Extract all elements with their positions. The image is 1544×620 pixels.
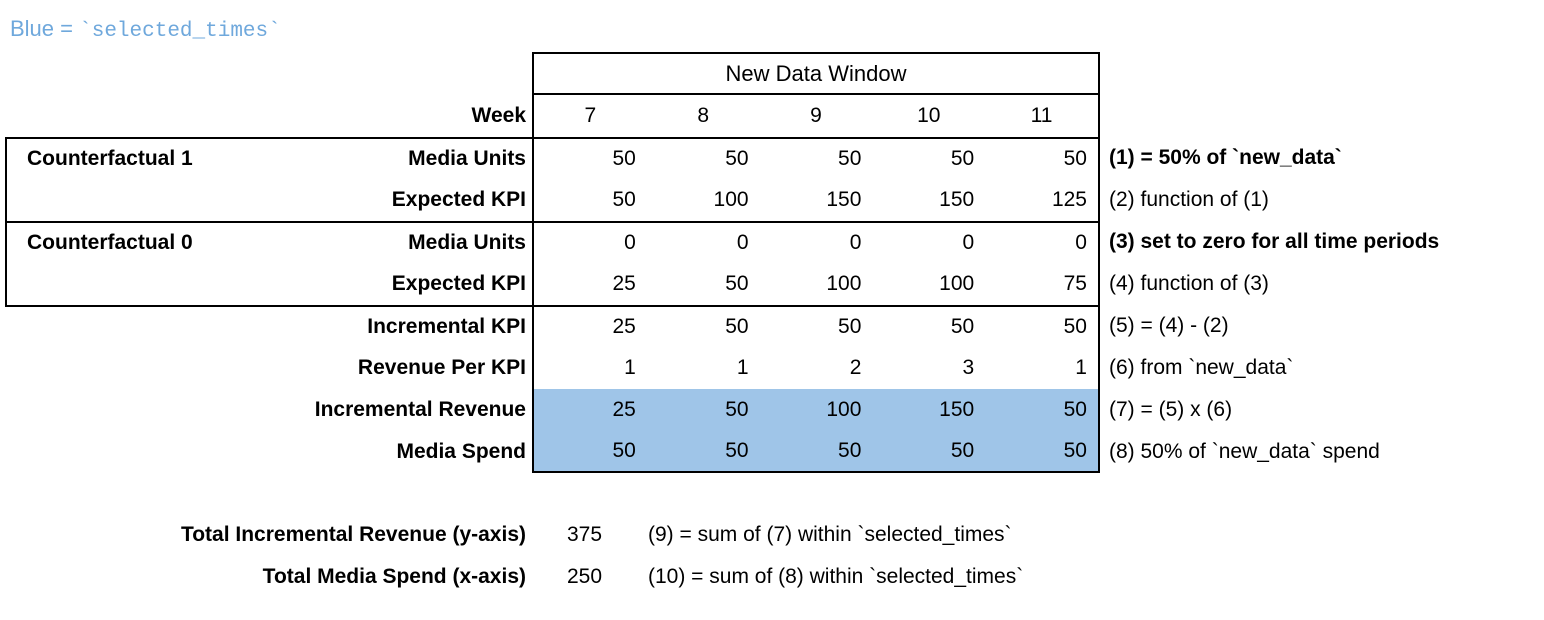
window-header-label: New Data Window (725, 60, 907, 86)
cell-value: 100 (939, 272, 975, 295)
total-media-spend-row: Total Media Spend (x-axis) 250 (10) = su… (5, 556, 1024, 598)
window-header-row: New Data Window (5, 52, 1439, 95)
window-header-cell: New Data Window (532, 52, 1100, 95)
cell-value: 50 (612, 147, 636, 170)
cell-value: 25 (612, 272, 636, 295)
cell-value: 150 (939, 188, 975, 211)
cell-value: 0 (849, 231, 862, 254)
row-annotation: (2) function of (1) (1109, 188, 1269, 211)
row-annotation: (3) set to zero for all time periods (1109, 230, 1440, 253)
cell-value: 100 (713, 188, 749, 211)
cell-value: 0 (736, 231, 749, 254)
window-header-spacer (5, 52, 532, 95)
group-label-counterfactual-1: Counterfactual 1 (27, 147, 193, 170)
week-value: 8 (697, 104, 710, 127)
cell-value: 50 (1063, 147, 1087, 170)
cell-value: 150 (826, 188, 862, 211)
cell-value: 50 (1063, 439, 1087, 462)
row-label: Expected KPI (391, 272, 526, 295)
cell-value: 50 (950, 439, 975, 462)
highlighted-selected-times-cells: 50 50 50 50 50 (532, 431, 1100, 473)
cell-value: 100 (826, 272, 862, 295)
cell-value: 2 (849, 356, 862, 379)
cell-value: 1 (1075, 356, 1087, 379)
row-annotation: (4) function of (3) (1109, 272, 1269, 295)
group-label-counterfactual-0: Counterfactual 0 (27, 231, 193, 254)
week-label: Week (471, 104, 526, 127)
row-annotation: (8) 50% of `new_data` spend (1109, 440, 1380, 463)
row-label: Incremental KPI (367, 315, 526, 338)
cell-value: 50 (725, 439, 749, 462)
week-value: 11 (1030, 104, 1053, 127)
cell-value: 50 (950, 315, 975, 338)
cell-value: 50 (950, 147, 975, 170)
cell-value: 50 (838, 147, 862, 170)
legend-note-prefix: Blue = (10, 16, 80, 41)
totals-section: Total Incremental Revenue (y-axis) 375 (… (5, 514, 1023, 598)
cell-value: 50 (612, 188, 636, 211)
cell-value: 150 (939, 398, 975, 421)
legend-note: Blue = `selected_times` (10, 16, 281, 43)
table-row-incremental-revenue: Incremental Revenue 25 50 100 150 50 (7)… (5, 389, 1439, 431)
total-annotation: (10) = sum of (8) within `selected_times… (648, 565, 1024, 588)
cell-value: 50 (1063, 398, 1087, 421)
cell-value: 50 (1063, 315, 1087, 338)
cell-value: 125 (1051, 188, 1087, 211)
cell-value: 50 (838, 315, 862, 338)
total-value: 375 (567, 523, 603, 546)
table-row-expected-kpi-cf0: Expected KPI 25 50 100 100 75 (4) functi… (5, 263, 1439, 305)
row-label: Incremental Revenue (314, 398, 526, 421)
week-values: 7 8 9 10 11 (532, 95, 1100, 137)
row-label: Media Units (408, 147, 526, 170)
cell-value: 100 (826, 398, 862, 421)
cell-value: 75 (1063, 272, 1087, 295)
counterfactual-table: New Data Window Week 7 8 9 10 11 Counter… (5, 52, 1439, 473)
week-value: 9 (810, 104, 822, 127)
row-annotation: (1) = 50% of `new_data` (1109, 146, 1342, 169)
row-label: Expected KPI (391, 188, 526, 211)
total-incremental-revenue-row: Total Incremental Revenue (y-axis) 375 (… (5, 514, 1023, 556)
cell-value: 0 (962, 231, 975, 254)
cell-value: 50 (725, 398, 749, 421)
row-annotation: (5) = (4) - (2) (1109, 314, 1229, 337)
week-value: 10 (917, 104, 941, 127)
table-row-revenue-per-kpi: Revenue Per KPI 1 1 2 3 1 (6) from `new_… (5, 347, 1439, 389)
week-value: 7 (584, 104, 597, 127)
highlighted-selected-times-cells: 25 50 100 150 50 (532, 389, 1100, 431)
table-row-incremental-kpi: Incremental KPI 25 50 50 50 50 (5) = (4)… (5, 305, 1439, 347)
cell-value: 25 (612, 398, 636, 421)
cell-value: 50 (838, 439, 862, 462)
week-label-cell: Week (5, 95, 532, 137)
table-row-media-units-cf1: Counterfactual 1 Media Units 50 50 50 50… (5, 137, 1439, 179)
cell-value: 0 (1075, 231, 1087, 254)
total-label: Total Incremental Revenue (y-axis) (180, 523, 526, 546)
cell-value: 50 (612, 439, 636, 462)
total-label: Total Media Spend (x-axis) (262, 565, 526, 588)
row-annotation: (7) = (5) x (6) (1109, 398, 1233, 421)
cell-value: 1 (736, 356, 749, 379)
cell-value: 50 (725, 147, 749, 170)
row-label: Media Spend (396, 440, 526, 463)
total-value: 250 (567, 565, 603, 588)
row-annotation: (6) from `new_data` (1109, 356, 1294, 379)
table-row-expected-kpi-cf1: Expected KPI 50 100 150 150 125 (2) func… (5, 179, 1439, 221)
cell-value: 25 (612, 315, 636, 338)
cell-value: 3 (962, 356, 975, 379)
row-label: Revenue Per KPI (357, 356, 526, 379)
cell-value: 50 (725, 272, 749, 295)
row-label: Media Units (408, 231, 526, 254)
cell-value: 0 (624, 231, 636, 254)
table-row-media-units-cf0: Counterfactual 0 Media Units 0 0 0 0 0 (… (5, 221, 1439, 263)
week-row: Week 7 8 9 10 11 (5, 95, 1439, 137)
legend-note-code: `selected_times` (79, 20, 281, 43)
total-annotation: (9) = sum of (7) within `selected_times` (648, 523, 1012, 546)
cell-value: 50 (725, 315, 749, 338)
table-row-media-spend: Media Spend 50 50 50 50 50 (8) 50% of `n… (5, 431, 1439, 473)
cell-value: 1 (624, 356, 636, 379)
